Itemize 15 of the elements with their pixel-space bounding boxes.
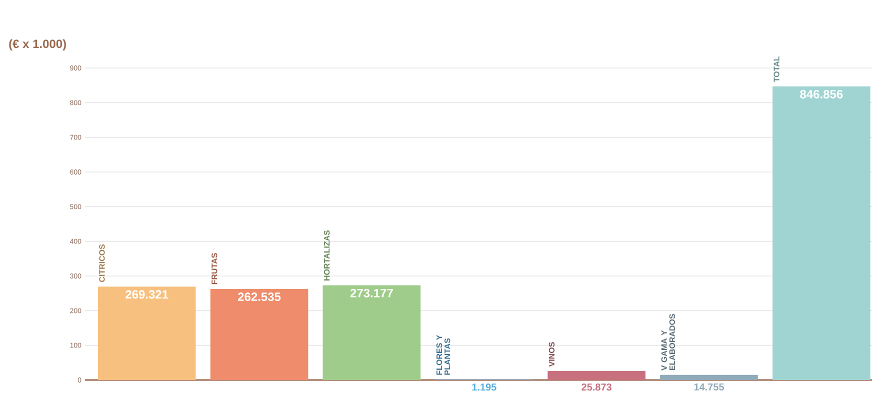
data-label: 269.321 [126, 290, 168, 299]
x-tick-label: CITRICOS [99, 244, 105, 282]
x-tick-label: TOTAL [774, 56, 780, 82]
data-label: 262.535 [238, 292, 281, 302]
data-label: 846.856 [800, 90, 843, 98]
y-axis-title: (€ x 1.000) [9, 39, 66, 50]
x-tick-label: FRUTAS [212, 253, 218, 284]
x-tick-label: VINOS [548, 342, 555, 367]
data-label: 1.195 [472, 384, 496, 391]
x-tick-label: FLORES Y PLANTAS [436, 334, 450, 375]
x-tick-label: V GAMA Y ELABORADOS [661, 314, 676, 371]
data-label: 273.177 [350, 288, 393, 298]
data-label: 25.873 [582, 384, 612, 391]
data-label: 14.755 [694, 384, 724, 391]
x-tick-label: HORTALIZAS [324, 230, 330, 280]
